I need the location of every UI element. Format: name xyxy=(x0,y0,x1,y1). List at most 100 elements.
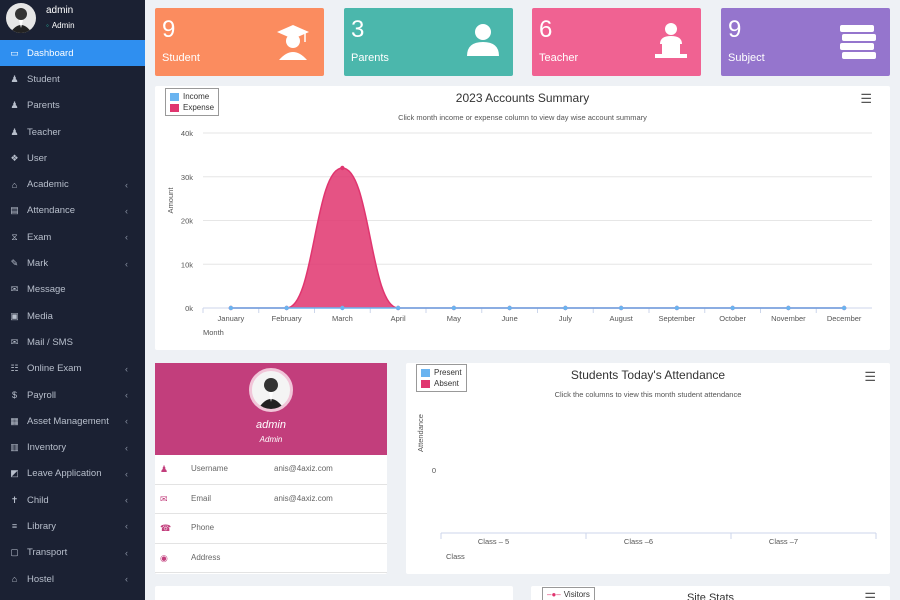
message-icon: ✉ xyxy=(10,284,19,295)
sidebar-item-label: Child xyxy=(27,494,49,506)
data-point-income[interactable] xyxy=(451,305,457,311)
attendance-chart-subtitle: Click the columns to view this month stu… xyxy=(554,390,742,399)
attendance-legend: Present Absent xyxy=(416,364,467,392)
asset-icon: ▦ xyxy=(10,415,19,426)
envelope-icon: ✉ xyxy=(160,493,168,504)
sidebar-item-label: Payroll xyxy=(27,389,57,401)
sidebar-item-academic[interactable]: ⌂ Academic ‹ xyxy=(0,171,145,197)
sidebar-item-label: Media xyxy=(27,310,53,322)
inventory-icon: ▥ xyxy=(10,442,19,453)
data-point-income[interactable] xyxy=(618,305,624,311)
sidebar-item-user[interactable]: ❖ User xyxy=(0,145,145,171)
profile-row-address: ◉ Address xyxy=(155,544,387,573)
legend-expense[interactable]: Expense xyxy=(170,102,214,113)
transport-icon: ▢ xyxy=(10,547,19,558)
sidebar-item-label: Leave Application xyxy=(27,468,102,480)
chart-menu-button[interactable]: ☰ xyxy=(860,91,872,106)
sidebar-item-label: Attendance xyxy=(27,205,76,217)
sidebar-item-label: Exam xyxy=(27,231,52,243)
online-status-icon: ◦ xyxy=(46,21,49,30)
chevron-left-icon: ‹ xyxy=(125,574,128,585)
sidebar-username: admin xyxy=(46,5,74,16)
profile-avatar xyxy=(249,368,293,412)
sidebar-item-leave-application[interactable]: ◩ Leave Application ‹ xyxy=(0,461,145,487)
x-tick-label: April xyxy=(391,314,406,323)
sidebar-item-label: Hostel xyxy=(27,573,54,585)
chevron-left-icon: ‹ xyxy=(125,416,128,427)
profile-row-username: ♟ Username anis@4axiz.com xyxy=(155,455,387,485)
chevron-left-icon: ‹ xyxy=(125,442,128,453)
data-point-expense[interactable] xyxy=(340,165,345,171)
legend-present[interactable]: Present xyxy=(421,367,462,378)
chart-menu-button[interactable]: ☰ xyxy=(864,369,876,384)
sidebar-item-payroll[interactable]: $ Payroll ‹ xyxy=(0,382,145,408)
data-point-income[interactable] xyxy=(563,305,568,311)
sidebar-item-hostel[interactable]: ⌂ Hostel ‹ xyxy=(0,566,145,592)
legend-visitors[interactable]: –●– Visitors xyxy=(547,590,590,599)
media-icon: ▣ xyxy=(10,310,19,321)
stat-label: Teacher xyxy=(539,52,579,64)
sidebar-item-media[interactable]: ▣ Media xyxy=(0,303,145,329)
sidebar-profile[interactable]: admin ◦ Admin xyxy=(0,0,145,40)
sidebar-item-library[interactable]: ≡ Library ‹ xyxy=(0,513,145,539)
profile-row-email: ✉ Email anis@4axiz.com xyxy=(155,485,387,514)
sidebar-item-child[interactable]: ✝ Child ‹ xyxy=(0,487,145,513)
data-point-income[interactable] xyxy=(507,305,512,311)
location-icon: ◉ xyxy=(160,552,168,563)
accounts-summary-panel: Income Expense 2023 Accounts Summary Cli… xyxy=(155,86,890,350)
sidebar-item-mark[interactable]: ✎ Mark ‹ xyxy=(0,250,145,276)
sidebar-item-label: Student xyxy=(27,73,60,85)
data-point-income[interactable] xyxy=(395,305,401,311)
stat-count: 9 xyxy=(728,16,742,43)
phone-icon: ☎ xyxy=(160,523,172,533)
sidebar-item-inventory[interactable]: ▥ Inventory ‹ xyxy=(0,434,145,460)
sidebar-item-message[interactable]: ✉ Message xyxy=(0,277,145,303)
sidebar-item-teacher[interactable]: ♟ Teacher xyxy=(0,119,145,145)
stat-card-student[interactable]: 9 Student xyxy=(155,8,324,76)
child-icon: ✝ xyxy=(10,494,19,505)
data-point-income[interactable] xyxy=(228,305,234,311)
mark-icon: ✎ xyxy=(10,258,19,269)
chart-menu-button[interactable]: ☰ xyxy=(864,590,876,600)
sidebar-item-dashboard[interactable]: ▭ Dashboard xyxy=(0,40,145,67)
stat-card-teacher[interactable]: 6 Teacher xyxy=(532,8,701,76)
attendance-chart-title: Students Today's Attendance xyxy=(570,368,726,382)
x-tick-label: September xyxy=(659,314,696,323)
x-tick-label: Class –6 xyxy=(624,537,653,546)
attendance-icon: ▤ xyxy=(10,205,19,216)
stat-count: 6 xyxy=(539,16,553,43)
sidebar-item-student[interactable]: ♟ Student xyxy=(0,66,145,92)
sidebar-item-online-exam[interactable]: ☷ Online Exam ‹ xyxy=(0,356,145,382)
attendance-chart[interactable]: 0 Attendance Class – 5 Class –6 Class –7 Clas… xyxy=(406,363,890,574)
sidebar-item-label: Inventory xyxy=(27,442,67,454)
data-point-income[interactable] xyxy=(674,305,680,311)
profile-row-phone: ☎ Phone xyxy=(155,514,387,544)
sidebar-item-parents[interactable]: ♟ Parents xyxy=(0,93,145,119)
legend-income[interactable]: Income xyxy=(170,91,214,102)
leave-icon: ◩ xyxy=(10,468,19,479)
x-tick-label: Class – 5 xyxy=(478,537,509,546)
parents-icon: ♟ xyxy=(10,100,19,111)
data-point-income[interactable] xyxy=(786,305,791,311)
data-point-income[interactable] xyxy=(340,305,345,311)
profile-field-value: anis@4axiz.com xyxy=(274,464,333,473)
data-point-income[interactable] xyxy=(841,305,847,311)
legend-absent[interactable]: Absent xyxy=(421,378,462,389)
data-point-income[interactable] xyxy=(730,305,735,311)
sidebar-item-transport[interactable]: ▢ Transport ‹ xyxy=(0,540,145,566)
sidebar-role: ◦ Admin xyxy=(46,21,75,30)
sidebar-item-label: Library xyxy=(27,520,57,532)
sidebar-item-asset-management[interactable]: ▦ Asset Management ‹ xyxy=(0,408,145,434)
stat-card-subject[interactable]: 9 Subject xyxy=(721,8,890,76)
accounts-chart[interactable]: 0k 10k 20k 30k 40k Amount January February March… xyxy=(155,86,890,350)
stat-label: Parents xyxy=(351,52,389,64)
x-tick-label: December xyxy=(827,314,862,323)
user-icon: ♟ xyxy=(160,464,169,474)
sidebar-item-attendance[interactable]: ▤ Attendance ‹ xyxy=(0,198,145,224)
sidebar-item-mail-sms[interactable]: ✉ Mail / SMS xyxy=(0,329,145,355)
student-icon: ♟ xyxy=(10,73,19,84)
data-point-income[interactable] xyxy=(284,305,289,311)
sidebar-item-exam[interactable]: ⧖ Exam ‹ xyxy=(0,224,145,250)
stat-count: 9 xyxy=(162,16,176,43)
stat-card-parents[interactable]: 3 Parents xyxy=(344,8,513,76)
